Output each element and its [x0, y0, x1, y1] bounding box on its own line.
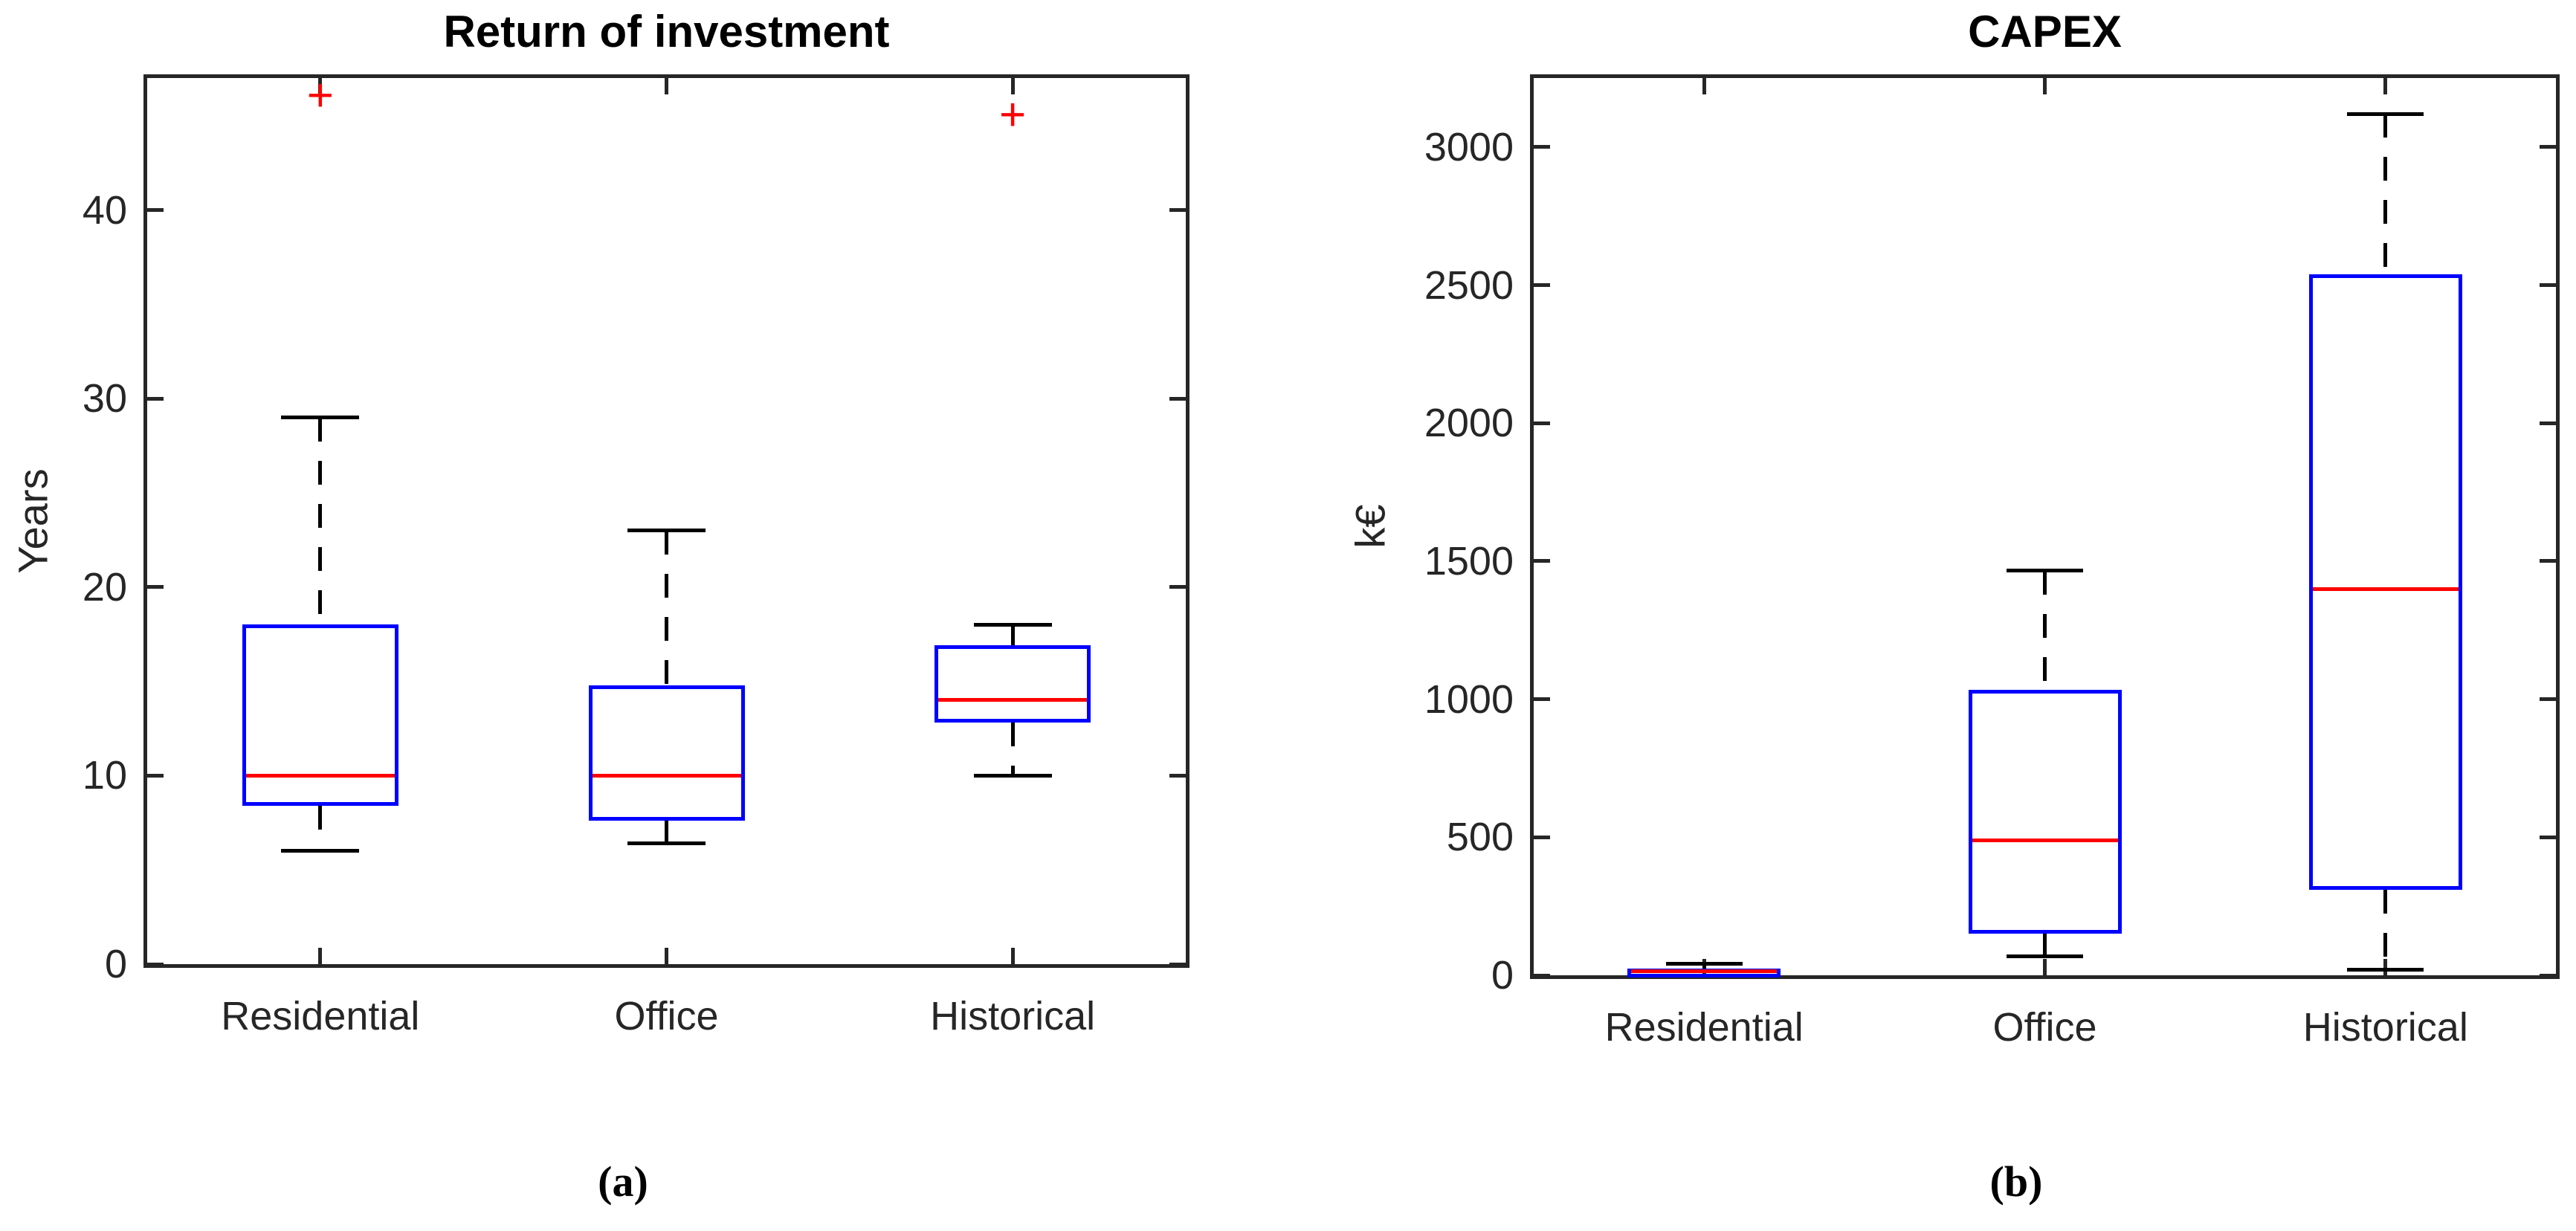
x-tick-mark — [1010, 78, 1015, 94]
median-line — [938, 698, 1088, 702]
median-line — [592, 773, 741, 778]
x-tick-label: Historical — [2302, 1005, 2468, 1050]
y-tick-mark — [1534, 559, 1550, 563]
whisker — [318, 417, 323, 625]
y-tick-mark — [1534, 973, 1550, 978]
x-tick-label: Residential — [1604, 1005, 1804, 1050]
y-tick-mark — [147, 585, 164, 589]
x-tick-mark — [2383, 78, 2388, 94]
whisker-cap — [281, 416, 360, 419]
whisker-cap — [281, 849, 360, 853]
y-tick-label: 20 — [82, 564, 127, 610]
whisker — [2383, 114, 2388, 274]
y-tick-label: 2500 — [1424, 262, 1514, 308]
y-tick-mark — [1169, 773, 1186, 778]
whisker-cap — [627, 841, 706, 846]
y-tick-label: 10 — [82, 753, 127, 798]
y-tick-mark — [147, 396, 164, 401]
y-tick-mark — [2540, 145, 2556, 149]
y-tick-label: 1500 — [1424, 538, 1514, 584]
whisker — [2043, 934, 2047, 956]
x-tick-mark — [1702, 78, 1706, 94]
whisker — [665, 530, 668, 685]
y-tick-label: 2000 — [1424, 401, 1514, 446]
panel-label-b: (b) — [1989, 1157, 2043, 1206]
x-tick-mark — [665, 948, 668, 964]
median-line — [1631, 969, 1778, 973]
y-tick-mark — [147, 773, 164, 778]
chart-title: Return of investment — [443, 7, 890, 56]
y-tick-mark — [2540, 973, 2556, 978]
whisker — [1702, 963, 1706, 969]
median-line — [1972, 838, 2118, 842]
x-tick-label: Office — [614, 994, 719, 1038]
whisker-cap — [1665, 961, 1743, 966]
whisker — [2043, 570, 2047, 690]
x-tick-mark — [665, 78, 668, 94]
y-tick-label: 0 — [1491, 953, 1514, 998]
whisker-cap — [2007, 569, 2083, 573]
y-tick-mark — [2540, 559, 2556, 563]
x-tick-mark — [318, 78, 323, 94]
whisker-cap — [627, 529, 706, 533]
y-tick-mark — [147, 208, 164, 213]
y-tick-mark — [1534, 421, 1550, 425]
whisker-cap — [2007, 954, 2083, 958]
plot-area: 0 500 1000 1500 2000 2500 3000 Residential Offic… — [1424, 74, 2560, 1050]
whisker — [318, 805, 323, 851]
y-tick-label: 30 — [82, 376, 127, 421]
y-tick-mark — [1534, 697, 1550, 702]
y-tick-mark — [2540, 421, 2556, 425]
whisker-cap — [973, 773, 1052, 778]
x-tick-mark — [318, 948, 323, 964]
box — [2308, 274, 2462, 890]
plot-area: 0 10 20 30 40 Residential + Office Historical + — [83, 70, 1189, 1038]
y-tick-label: 3000 — [1424, 124, 1514, 169]
whisker-cap — [2347, 968, 2424, 972]
y-tick-mark — [1169, 962, 1186, 966]
x-tick-mark — [1010, 948, 1015, 964]
x-tick-label: Historical — [930, 994, 1096, 1038]
y-tick-mark — [1169, 208, 1186, 213]
panel-label-a: (a) — [598, 1157, 648, 1206]
outlier-marker: + — [999, 88, 1027, 140]
y-tick-mark — [1169, 396, 1186, 401]
x-tick-mark — [2043, 78, 2047, 94]
outlier-marker: + — [306, 70, 334, 122]
whisker — [665, 821, 668, 844]
y-tick-label: 40 — [82, 187, 127, 233]
y-tick-mark — [2540, 697, 2556, 702]
median-line — [2312, 587, 2459, 591]
x-tick-label: Residential — [221, 994, 420, 1038]
y-tick-label: 0 — [104, 942, 127, 986]
y-tick-mark — [2540, 835, 2556, 839]
whisker — [1010, 624, 1015, 646]
whisker-cap — [973, 622, 1052, 627]
y-tick-label: 500 — [1446, 815, 1514, 860]
whisker — [2383, 889, 2388, 970]
whisker-cap — [2347, 112, 2424, 116]
y-tick-mark — [1534, 283, 1550, 288]
y-tick-mark — [1534, 145, 1550, 149]
y-tick-mark — [2540, 283, 2556, 288]
box — [242, 624, 398, 806]
whisker — [1010, 723, 1015, 776]
box — [588, 685, 745, 821]
box — [934, 645, 1091, 723]
y-tick-label: 1000 — [1424, 676, 1514, 722]
y-tick-mark — [147, 962, 164, 966]
median-line — [245, 773, 395, 778]
y-tick-mark — [1534, 835, 1550, 839]
x-tick-label: Office — [1992, 1005, 2097, 1050]
y-tick-mark — [1169, 585, 1186, 589]
box — [1968, 689, 2122, 934]
chart-title: CAPEX — [1968, 7, 2122, 56]
x-tick-mark — [2043, 959, 2047, 975]
y-axis-label: Years — [9, 468, 57, 574]
